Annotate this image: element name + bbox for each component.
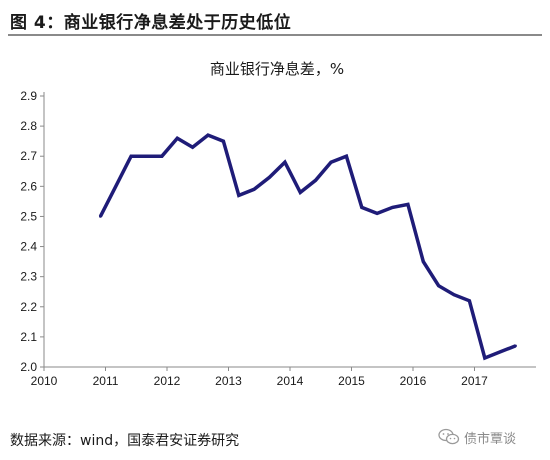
x-axis-ticks: 2010 2011 2012 2013 2014 2015 2016 2017 xyxy=(31,367,488,388)
x-tick-label: 2016 xyxy=(400,374,427,388)
chart-title: 商业银行净息差，% xyxy=(210,60,344,78)
data-point xyxy=(160,154,164,158)
data-point xyxy=(483,356,487,360)
data-point xyxy=(360,206,364,209)
data-point xyxy=(129,154,133,158)
x-tick-label: 2013 xyxy=(215,374,242,388)
x-tick-label: 2015 xyxy=(338,374,365,388)
net-interest-margin-chart: 商业银行净息差，% 2.0 2.1 2.2 2.3 2.4 2.5 2.6 2.7 2.8 2.9… xyxy=(20,60,536,388)
y-tick-label: 2.3 xyxy=(20,270,37,284)
y-tick-label: 2.2 xyxy=(20,300,37,314)
data-point xyxy=(452,293,456,297)
data-point xyxy=(391,206,394,209)
x-tick-label: 2010 xyxy=(31,374,58,388)
data-point xyxy=(498,350,502,354)
data-point xyxy=(514,344,517,348)
data-point xyxy=(175,136,179,140)
data-point xyxy=(222,139,225,143)
data-point xyxy=(283,160,287,164)
data-point xyxy=(298,191,302,194)
data-point xyxy=(237,194,241,197)
y-tick-label: 2.1 xyxy=(20,330,37,344)
data-point xyxy=(206,133,210,137)
data-point xyxy=(191,145,195,149)
series-line xyxy=(98,133,517,361)
data-source-note: 数据来源：wind，国泰君安证券研究 xyxy=(10,433,240,449)
data-point xyxy=(252,187,256,191)
data-point xyxy=(145,154,148,158)
data-point xyxy=(329,160,333,164)
data-point xyxy=(468,299,471,303)
data-point xyxy=(406,203,410,206)
x-tick-label: 2014 xyxy=(277,374,304,388)
data-point xyxy=(268,175,271,179)
figure-title: 图 4：商业银行净息差处于历史低位 xyxy=(10,13,292,33)
watermark: 债市覃谈 xyxy=(438,426,516,448)
data-point xyxy=(421,260,425,263)
y-tick-label: 2.0 xyxy=(20,360,37,374)
watermark-text: 债市覃谈 xyxy=(464,431,517,447)
data-point xyxy=(114,184,118,188)
y-tick-label: 2.7 xyxy=(20,149,37,163)
data-point xyxy=(375,212,379,215)
data-point xyxy=(99,215,102,218)
y-tick-label: 2.9 xyxy=(20,89,37,103)
x-tick-label: 2012 xyxy=(154,374,181,388)
data-point xyxy=(314,178,317,182)
x-tick-label: 2011 xyxy=(93,374,119,388)
series-group xyxy=(98,133,517,361)
y-tick-label: 2.4 xyxy=(20,240,37,254)
y-tick-label: 2.6 xyxy=(20,179,37,193)
y-tick-label: 2.8 xyxy=(20,119,37,133)
figure-header: 图 4：商业银行净息差处于历史低位 xyxy=(8,4,542,36)
x-tick-label: 2017 xyxy=(461,374,488,388)
wechat-icon xyxy=(438,428,460,445)
data-point xyxy=(437,284,440,288)
header-divider xyxy=(8,34,542,36)
data-point xyxy=(345,154,348,158)
chart-axes xyxy=(43,92,536,368)
y-tick-label: 2.5 xyxy=(20,209,37,223)
y-axis-ticks: 2.0 2.1 2.2 2.3 2.4 2.5 2.6 2.7 2.8 2.9 xyxy=(20,89,44,374)
